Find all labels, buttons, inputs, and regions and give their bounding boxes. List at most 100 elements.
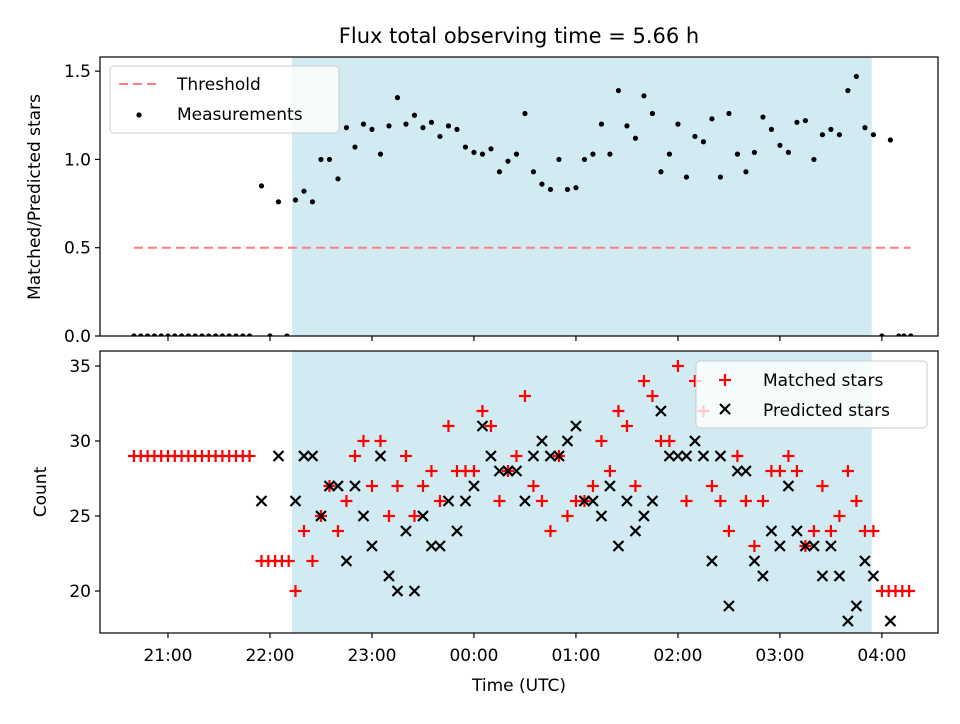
predicted-star-point — [306, 450, 319, 462]
predicted-star-point — [578, 495, 591, 507]
matched-star-point — [663, 435, 676, 447]
measurement-point — [185, 333, 191, 336]
measurement-point — [802, 117, 809, 124]
measurement-point — [743, 169, 749, 175]
measurements-series — [131, 73, 914, 336]
measurement-point — [658, 169, 664, 175]
predicted-star-point — [672, 450, 684, 462]
predicted-star-point — [791, 525, 803, 537]
y-tick-label: 0.5 — [64, 239, 91, 259]
predicted-star-point — [476, 420, 489, 432]
matched-star-point — [824, 525, 837, 537]
measurement-point — [522, 110, 528, 117]
measurement-point — [462, 144, 469, 150]
time-x-label: Time (UTC) — [471, 676, 566, 696]
measurement-point — [624, 123, 630, 129]
measurement-point — [751, 149, 758, 155]
measurement-point — [212, 333, 219, 336]
predicted-star-point — [689, 435, 701, 447]
predicted-star-point — [884, 615, 897, 627]
measurement-point — [819, 132, 826, 138]
chart-title: Flux total observing time = 5.66 h — [339, 24, 699, 48]
predicted-star-point — [417, 510, 429, 522]
predicted-star-point — [604, 480, 616, 492]
matched-star-point — [493, 495, 506, 507]
measurement-point — [879, 333, 885, 336]
matched-star-point — [612, 405, 625, 417]
x-tick-label: 21:00 — [143, 646, 192, 666]
measurement-point — [226, 333, 232, 336]
matched-star-point — [739, 495, 752, 507]
measurement-point — [275, 199, 282, 205]
predicted-star-point — [799, 540, 812, 552]
measurement-point — [377, 151, 384, 157]
time-x-axis: 21:00 22:00 23:00 00:00 01:00 02:00 03:00 04:00 — [143, 633, 906, 666]
matched-star-point — [510, 450, 523, 462]
predicted-star-point — [255, 495, 268, 507]
measurement-point — [318, 156, 324, 163]
measurement-point — [403, 121, 409, 127]
predicted-star-point — [850, 600, 863, 612]
predicted-star-point — [629, 525, 642, 537]
measurement-point — [206, 333, 212, 336]
y-tick-label: 0.0 — [64, 327, 91, 347]
predicted-star-point — [646, 495, 659, 507]
predicted-star-point — [859, 555, 871, 567]
predicted-star-point — [706, 555, 718, 567]
measurement-point — [199, 333, 205, 336]
measurement-point — [343, 125, 350, 131]
measurement-point — [700, 139, 707, 145]
matched-star-point — [586, 480, 599, 492]
matched-star-point — [773, 465, 786, 477]
predicted-star-point — [757, 570, 769, 582]
predicted-star-point — [434, 540, 446, 552]
matched-star-point — [629, 480, 642, 492]
matched-star-point — [467, 465, 480, 477]
measurement-point — [908, 333, 914, 336]
matched-star-point — [903, 585, 916, 597]
measurement-point — [284, 333, 290, 336]
measurement-point — [845, 87, 851, 94]
predicted-star-point — [323, 480, 336, 492]
predicted-star-point — [485, 450, 497, 462]
legend-threshold-label: Threshold — [176, 75, 261, 95]
measurement-point — [539, 181, 545, 187]
matched-star-point — [756, 495, 769, 507]
measurement-point — [870, 132, 877, 138]
predicted-star-point — [553, 450, 565, 462]
measurement-point — [479, 151, 486, 157]
predicted-star-point — [298, 450, 310, 462]
matched-star-point — [243, 450, 256, 462]
measurement-point — [488, 146, 494, 152]
predicted-star-point — [612, 540, 625, 552]
matched-star-point — [841, 465, 854, 477]
predicted-star-point — [536, 435, 548, 447]
matched-star-point — [374, 435, 387, 447]
predicted-star-point — [655, 405, 667, 417]
measurement-point — [777, 142, 783, 148]
measurement-point — [454, 126, 460, 132]
matched-star-point — [714, 495, 727, 507]
measurement-point — [394, 95, 401, 101]
legend-matched-label: Matched stars — [763, 371, 883, 391]
measurement-point — [428, 119, 435, 125]
measurement-point — [573, 185, 579, 191]
predicted-star-point — [459, 495, 472, 507]
count-panel: 20 25 30 35 21:00 22:00 23:00 00:00 01:00 02:00 0… — [31, 350, 939, 696]
measurement-point — [151, 333, 157, 336]
predicted-star-point — [638, 510, 650, 522]
measurement-point — [496, 169, 503, 175]
measurement-point — [240, 333, 246, 336]
predicted-star-point — [587, 495, 599, 507]
measurement-point — [219, 333, 225, 336]
matched-star-point — [595, 435, 608, 447]
measurement-point — [768, 126, 775, 132]
matched-star-point — [282, 555, 295, 567]
measurement-point — [887, 137, 894, 143]
legend-measurements-swatch — [136, 112, 142, 118]
measurement-point — [760, 114, 766, 120]
ratio-panel: 0.0 0.5 1.0 1.5 Matched/Predicted stars Thr… — [25, 56, 939, 347]
predicted-star-point — [493, 465, 506, 477]
measurement-point — [836, 132, 843, 138]
predicted-star-point — [468, 480, 480, 492]
